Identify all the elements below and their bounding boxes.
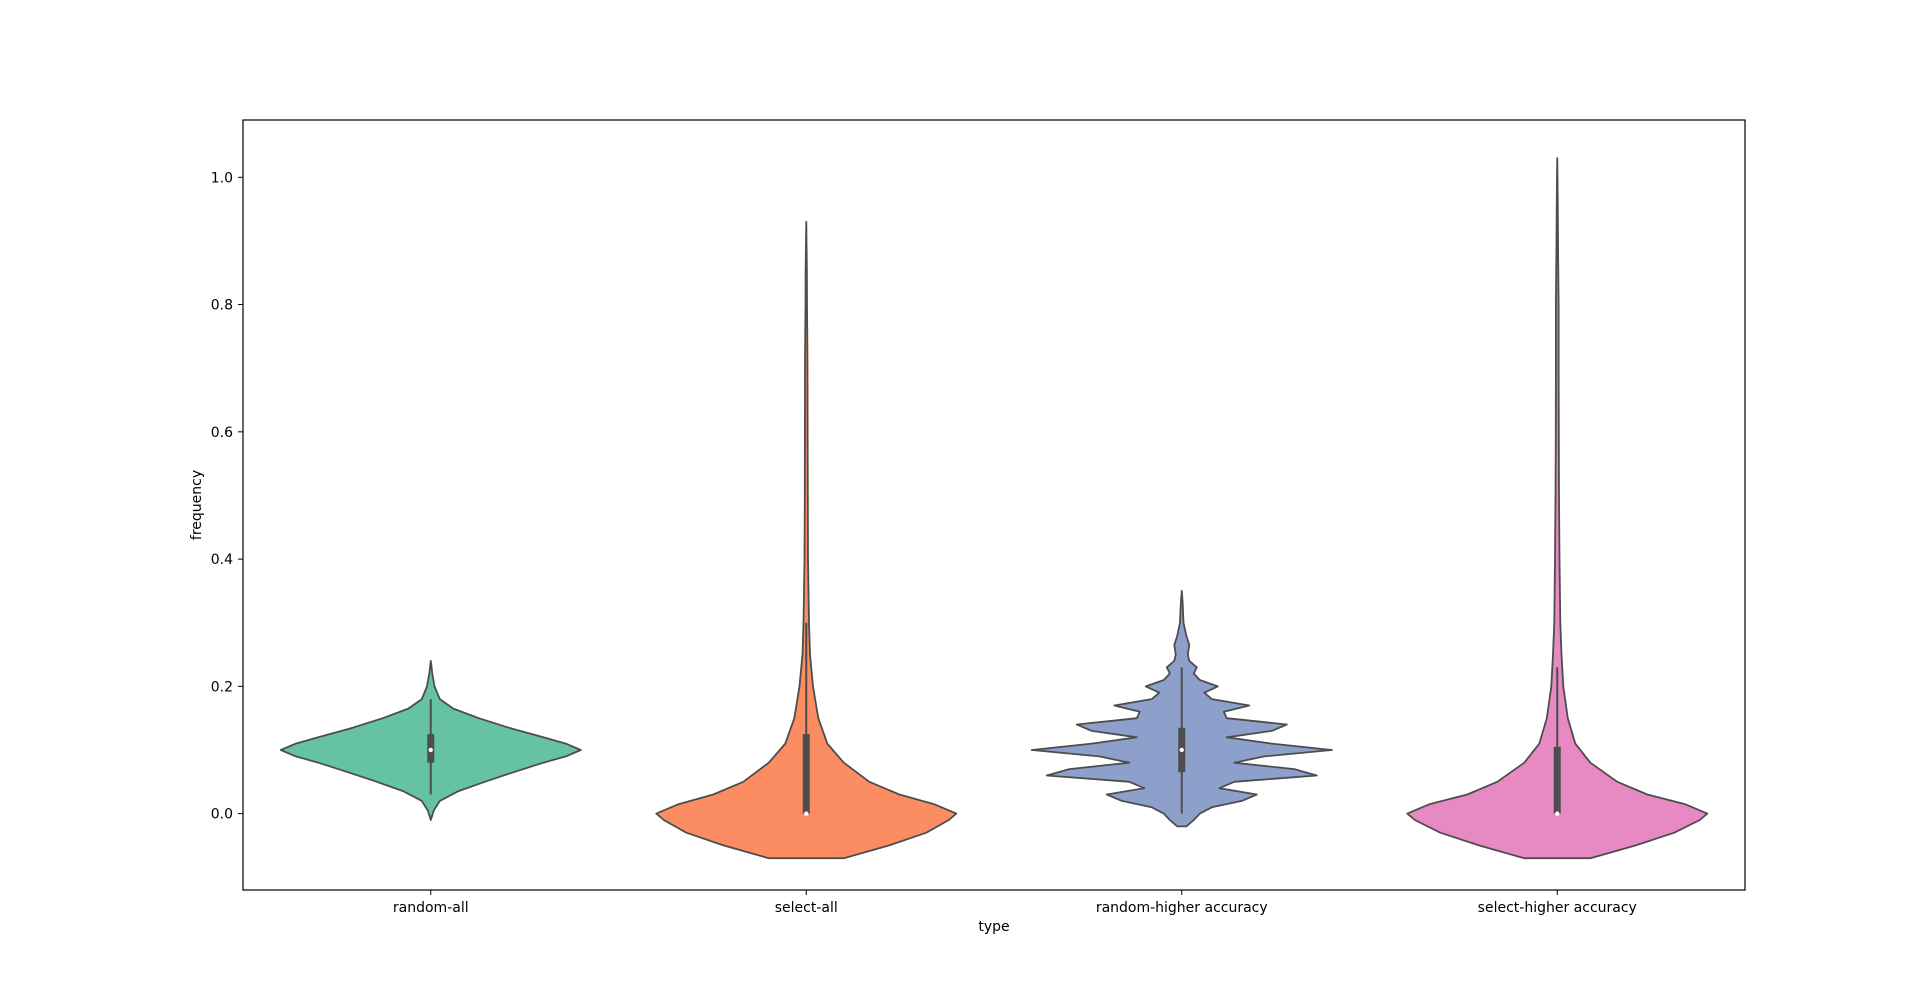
y-tick-label: 0.0 <box>211 807 233 823</box>
y-tick-label: 0.2 <box>211 679 233 695</box>
violin-2 <box>655 220 958 860</box>
y-axis-label: frequency <box>189 470 205 540</box>
x-axis-label: type <box>978 919 1009 935</box>
x-tick-label: random-all <box>393 900 469 916</box>
x-axis: random-all select-all random-higher accura… <box>393 890 1637 916</box>
iqr-box-4 <box>1553 746 1561 814</box>
plot-frame <box>242 119 1746 891</box>
y-tick-label: 0.6 <box>211 425 233 441</box>
median-marker-1 <box>428 747 433 753</box>
x-tick-label: select-all <box>775 900 838 916</box>
boxes-layer <box>427 622 1561 816</box>
x-tick-label: random-higher accuracy <box>1096 900 1268 916</box>
y-tick-label: 1.0 <box>211 170 233 186</box>
median-marker-4 <box>1555 811 1560 816</box>
median-marker-3 <box>1179 747 1184 753</box>
y-axis: 0.0 0.2 0.4 0.6 0.8 1.0 <box>211 170 243 823</box>
iqr-box-2 <box>802 734 810 814</box>
y-tick-label: 0.4 <box>211 552 233 568</box>
median-marker-2 <box>804 811 809 816</box>
y-tick-label: 0.8 <box>211 298 233 314</box>
x-tick-label: select-higher accuracy <box>1478 900 1637 916</box>
violin-4 <box>1406 157 1709 860</box>
